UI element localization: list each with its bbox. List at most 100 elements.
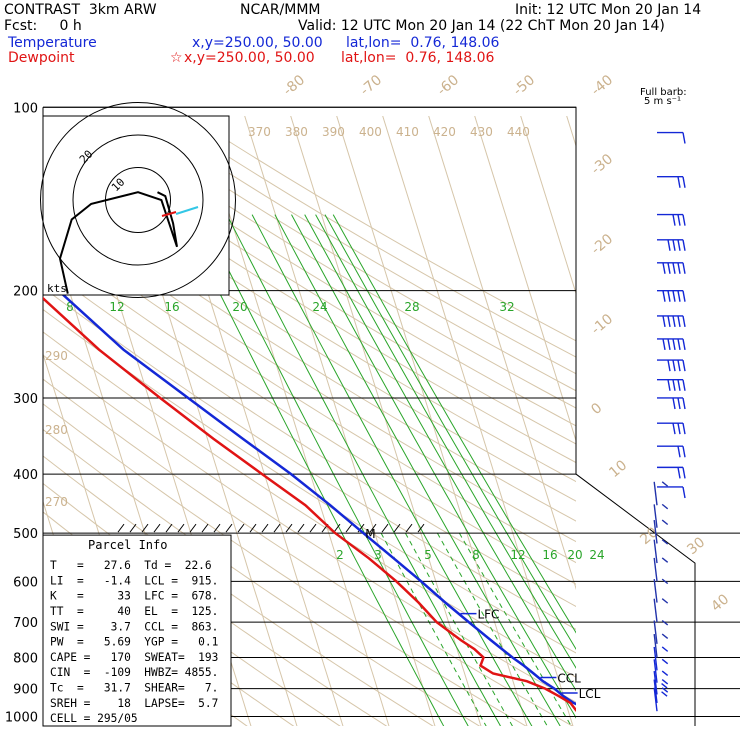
hatch-mark	[369, 523, 377, 533]
dewpoint-legend-label: Dewpoint	[8, 50, 75, 66]
dry-adiabat-line	[43, 286, 576, 630]
header-init: Init: 12 UTC Mon 20 Jan 14	[515, 2, 702, 18]
wind-barb-flag	[682, 397, 686, 410]
wind-barb-flag	[661, 633, 669, 640]
dewpoint-trace	[43, 296, 576, 712]
header-forecast: Fcst: 0 h	[4, 18, 82, 34]
wind-barb-flag	[677, 423, 681, 435]
wind-barb-legend-title: Full barb:	[640, 87, 687, 98]
wind-barb-flag	[662, 262, 666, 274]
mixing-ratio-label: 20	[232, 300, 247, 314]
hatch-mark	[129, 523, 137, 533]
wind-barb-flag	[682, 359, 686, 372]
wind-barb-flag	[682, 379, 686, 391]
isotherm-line	[198, 116, 390, 726]
plot-frame	[43, 106, 696, 726]
wind-barb-flag	[661, 539, 669, 545]
hatch-mark	[237, 523, 245, 533]
pressure-tick-label: 700	[13, 616, 38, 631]
hatch-mark	[297, 523, 305, 533]
mixing-ratio-label: 8	[66, 300, 74, 314]
dry-adiabat-line	[43, 205, 576, 543]
wind-barb-shaft	[653, 539, 658, 564]
wind-barb-flag	[677, 446, 681, 458]
temperature-legend-xy: x,y=250.00, 50.00	[192, 35, 323, 51]
pressure-tick-label: 200	[13, 285, 38, 300]
wind-barb-shaft	[653, 504, 658, 528]
mixing-ratio-line	[324, 214, 576, 650]
pressure-tick-label: 100	[13, 101, 38, 116]
wind-barb-flag	[661, 578, 669, 585]
isotherm-line	[520, 116, 576, 295]
level-marker-label: LCL	[579, 687, 601, 701]
wind-barb-shaft	[653, 659, 658, 683]
wind-barb-flag	[672, 315, 676, 328]
wind-barb-flag	[667, 359, 671, 372]
wind-barb-flag	[661, 503, 669, 510]
mixing-ratio-label: 12	[510, 548, 525, 562]
wind-barb-flag	[677, 359, 681, 372]
wind-barb-flag	[661, 619, 669, 626]
hatch-mark	[333, 523, 341, 533]
mixing-ratio-label: 24	[589, 548, 604, 562]
hatch-mark	[285, 523, 293, 533]
wind-barb-shaft	[653, 620, 658, 644]
isotherm-line	[336, 116, 528, 726]
dry-adiabat-line	[43, 331, 576, 678]
dry-adiabat-line	[43, 116, 576, 445]
wind-barb-flag	[682, 262, 686, 274]
wind-barb-shaft	[653, 579, 658, 603]
wind-barb-flag	[677, 214, 681, 226]
wind-barb-shaft	[653, 633, 658, 658]
hatch-mark	[345, 523, 353, 533]
dry-adiabat-line	[67, 116, 576, 427]
mixing-ratio-label: 12	[109, 300, 124, 314]
wind-barb-flag	[672, 214, 676, 226]
wind-barb-shaft	[653, 687, 658, 712]
theta-left-label: 280	[45, 423, 68, 437]
hatch-mark	[381, 523, 389, 533]
level-marker-label: M	[365, 527, 375, 541]
isotherm-line	[152, 116, 344, 726]
parcel-info-row: Tc = 31.7 SHEAR= 7.	[50, 682, 218, 695]
mixing-ratio-label: 16	[542, 548, 557, 562]
wind-barb-legend-unit: 5 m s⁻¹	[644, 96, 681, 107]
theta-label: 380	[285, 125, 308, 139]
mixing-ratio-line	[251, 214, 533, 726]
wind-barb-flag	[661, 658, 669, 665]
isotherm-label: -40	[588, 72, 616, 99]
mixing-ratio-dashed-line	[404, 532, 513, 726]
parcel-info-row: PW = 5.69 YGP = 0.1	[50, 636, 218, 649]
wind-barb-flag	[672, 379, 676, 391]
isotherm-line	[382, 116, 574, 726]
wind-barb-flag	[661, 598, 669, 604]
hatch-mark	[201, 523, 209, 533]
isotherm-line	[566, 116, 576, 148]
parcel-info-row: LI = -1.4 LCL = 915.	[50, 574, 218, 587]
isotherm-line	[244, 116, 436, 726]
hatch-mark	[405, 523, 413, 533]
isotherm-line	[474, 116, 576, 443]
hatch-mark	[309, 523, 317, 533]
theta-label: 410	[396, 125, 419, 139]
theta-label: 420	[433, 125, 456, 139]
isotherm-label: 0	[588, 400, 605, 418]
dry-adiabat-line	[43, 428, 481, 726]
hatch-mark	[141, 523, 149, 533]
wind-barb-flag	[682, 467, 686, 479]
dry-adiabat-line	[43, 186, 576, 522]
dry-adiabat-line	[43, 245, 576, 585]
mixing-ratio-label: 3	[374, 548, 382, 562]
hatch-mark	[177, 523, 185, 533]
wind-barb-flag	[661, 557, 669, 563]
level-marker-label: CCL	[557, 672, 581, 686]
wind-barb-flag	[682, 315, 686, 328]
hatch-mark	[213, 523, 221, 533]
wind-barb-flag	[682, 446, 686, 458]
parcel-info-row: T = 27.6 Td = 22.6	[50, 559, 212, 572]
hatch-mark	[417, 523, 425, 533]
pressure-tick-label: 600	[13, 575, 38, 590]
hodograph-ring	[72, 134, 204, 266]
wind-barb-flag	[661, 678, 669, 685]
